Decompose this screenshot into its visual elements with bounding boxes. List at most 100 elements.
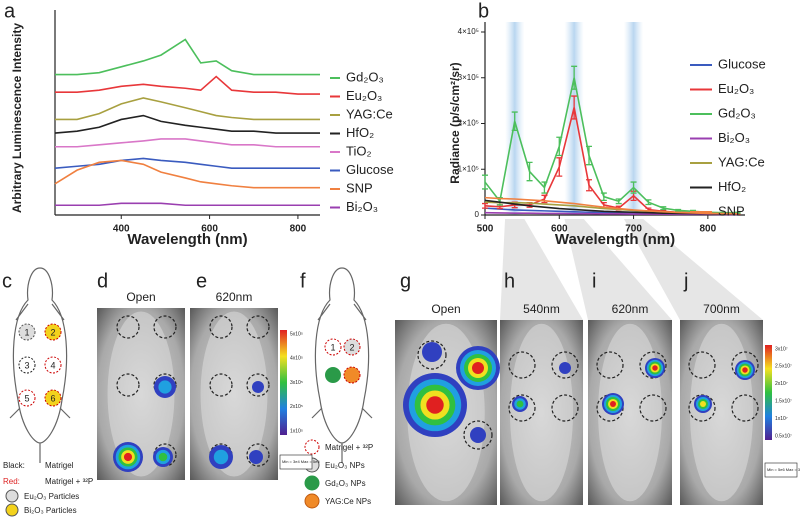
legend-label: TiO₂ (346, 143, 372, 158)
legend-key: Black: (3, 461, 25, 470)
y-axis-title: Arbitrary Luminescence Intensity (10, 23, 24, 213)
error-bar (511, 111, 518, 132)
roi-circle (639, 351, 667, 379)
legend-label: Eu₂O₃ (718, 81, 754, 96)
colorbar-label: 5x10⁵ (290, 331, 303, 337)
x-tick-label: 700 (625, 224, 642, 235)
signal-blob (472, 362, 484, 374)
legend-label: Bi₂O₃ Particles (24, 506, 77, 515)
region-label: 1 (330, 342, 335, 352)
roi-circle (508, 394, 536, 422)
highlight-band (623, 22, 644, 215)
band-connector (500, 219, 583, 320)
x-tick-label: 800 (290, 224, 307, 235)
legend-label: Glucose (346, 162, 394, 177)
roi-circle (731, 394, 759, 422)
error-bar (615, 198, 622, 205)
series-line (54, 157, 320, 169)
legend-label: Gd₂O₃ (718, 105, 756, 120)
signal-blob (559, 362, 571, 374)
signal-blob (123, 452, 133, 462)
panel-title: 700nm (703, 302, 740, 316)
series-line (55, 38, 320, 76)
panel-label: a (4, 0, 16, 22)
legend-label: Matrigel + ³²P (45, 477, 93, 486)
legend-label: Matrigel (45, 461, 74, 470)
band-connector (564, 219, 672, 320)
region (44, 356, 62, 374)
mouse-outline (9, 267, 71, 463)
roi-circle (551, 394, 579, 422)
signal-blob (742, 367, 748, 373)
colorbar-label: 3x10⁷ (775, 346, 788, 352)
signal-blob (249, 450, 263, 464)
error-bar (541, 181, 548, 194)
legend-swatch (304, 475, 320, 491)
region (44, 323, 62, 341)
roi-circle (116, 373, 140, 397)
panel-title: 620nm (216, 290, 253, 304)
roi-circle (116, 315, 140, 339)
roi-circle (688, 351, 716, 379)
error-bar (482, 202, 488, 209)
legend-label: SNP (718, 203, 745, 218)
error-bar (571, 65, 578, 90)
y-tick-label: 2×10⁵ (458, 119, 479, 128)
legend-label: Gd₂O₃ NPs (325, 479, 366, 488)
legend-label: Eu₂O₃ NPs (325, 461, 365, 470)
colorbar (765, 345, 772, 440)
mouse-body (509, 323, 574, 502)
roi-circle (463, 420, 493, 450)
panel-title: Open (126, 290, 155, 304)
panel-label: b (478, 0, 489, 22)
legend-label: SNP (346, 180, 373, 195)
error-bar (630, 181, 637, 194)
signal-blob (422, 342, 442, 362)
colorbar (280, 330, 287, 435)
error-bar (571, 95, 578, 120)
series-line (54, 114, 320, 134)
mouse-body (200, 311, 268, 477)
panel-label: e (196, 270, 207, 292)
legend-label: HfO₂ (346, 125, 374, 140)
band-connector (623, 219, 763, 320)
legend-key: Red: (3, 477, 20, 486)
error-bar (660, 206, 667, 211)
panel-title: Open (431, 302, 460, 316)
series-line (55, 138, 320, 148)
region (44, 389, 62, 407)
colorbar-label: 2.5x10⁷ (775, 364, 792, 370)
mouse-body (689, 323, 754, 502)
region (18, 389, 36, 407)
roi-circle (246, 373, 270, 397)
panel-label: h (504, 270, 515, 292)
x-tick-label: 800 (700, 224, 717, 235)
region (325, 367, 341, 383)
series-line (54, 159, 320, 189)
series-line (55, 202, 320, 207)
series-line (55, 75, 320, 95)
y-tick-label: 4×10⁵ (458, 27, 479, 36)
roi-circle (596, 351, 624, 379)
legend-label: Eu₂O₃ (346, 88, 382, 103)
panel-label: g (400, 270, 411, 292)
signal-blob (652, 365, 658, 371)
colorbar-label: 1x10⁵ (290, 428, 303, 434)
region-label: 6 (50, 393, 55, 403)
series-line (55, 97, 320, 121)
region-label: 4 (50, 360, 55, 370)
roi-circle (246, 443, 270, 467)
colorbar-note: Min = 5e6 Max = 3e7 (767, 467, 800, 472)
roi-circle (209, 373, 233, 397)
panel-label: f (300, 270, 306, 292)
legend-swatch (5, 503, 19, 517)
x-tick-label: 600 (201, 224, 218, 235)
x-tick-label: 600 (551, 224, 568, 235)
panel-title: 620nm (612, 302, 649, 316)
region (343, 366, 361, 384)
roi-circle (639, 394, 667, 422)
roi-circle (209, 315, 233, 339)
colorbar-note-box (764, 462, 798, 478)
signal-blob (700, 401, 706, 407)
